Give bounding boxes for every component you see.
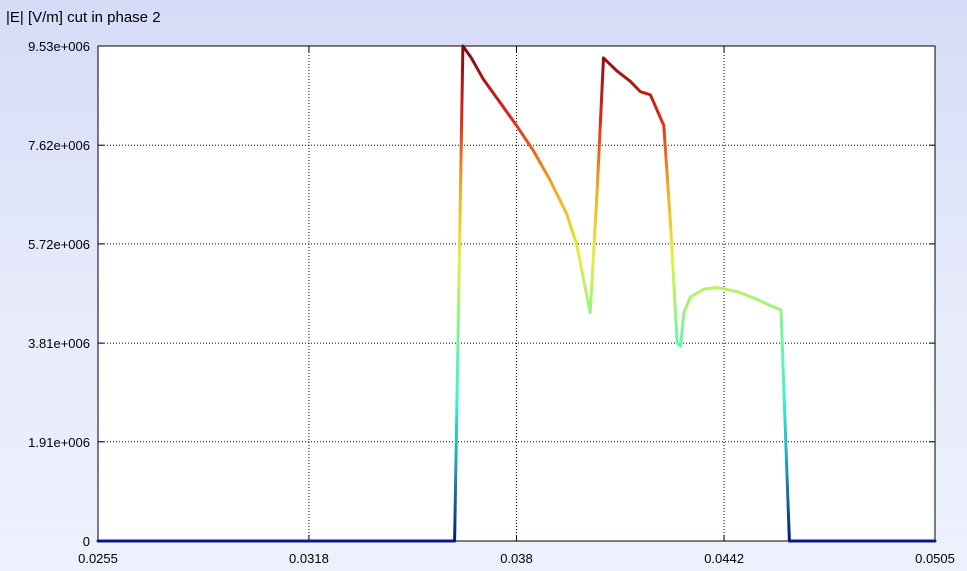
- x-tick-label: 0.0255: [78, 551, 118, 566]
- y-tick-label: 1.91e+006: [28, 435, 90, 450]
- series-group: [96, 44, 937, 543]
- y-tick-label: 9.53e+006: [28, 39, 90, 54]
- x-tick-labels: 0.0255 0.0318 0.038 0.0442 0.0505: [78, 551, 955, 566]
- x-tick-label: 0.038: [500, 551, 533, 566]
- x-tick-label: 0.0505: [915, 551, 955, 566]
- y-tick-labels: 0 1.91e+006 3.81e+006 5.72e+006 7.62e+006 9.5…: [28, 39, 90, 549]
- y-tick-label: 5.72e+006: [28, 237, 90, 252]
- plot-area: [97, 45, 936, 542]
- y-tick-label: 0: [83, 534, 90, 549]
- y-tick-label: 7.62e+006: [28, 138, 90, 153]
- chart-title: |E| [V/m] cut in phase 2: [6, 9, 161, 26]
- x-tick-label: 0.0318: [289, 551, 329, 566]
- y-tick-label: 3.81e+006: [28, 336, 90, 351]
- x-tick-label: 0.0442: [704, 551, 744, 566]
- series-line: [96, 44, 937, 543]
